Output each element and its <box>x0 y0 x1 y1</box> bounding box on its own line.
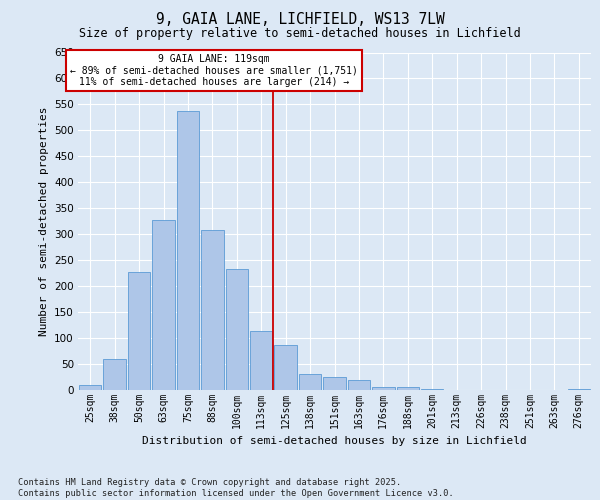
Bar <box>568 389 590 390</box>
X-axis label: Distribution of semi-detached houses by size in Lichfield: Distribution of semi-detached houses by … <box>142 436 527 446</box>
Bar <box>79 386 101 390</box>
Text: 9 GAIA LANE: 119sqm
← 89% of semi-detached houses are smaller (1,751)
11% of sem: 9 GAIA LANE: 119sqm ← 89% of semi-detach… <box>70 54 358 88</box>
Bar <box>323 376 346 390</box>
Bar <box>347 380 370 390</box>
Bar <box>421 389 443 390</box>
Bar <box>397 388 419 390</box>
Text: 9, GAIA LANE, LICHFIELD, WS13 7LW: 9, GAIA LANE, LICHFIELD, WS13 7LW <box>155 12 445 28</box>
Text: Size of property relative to semi-detached houses in Lichfield: Size of property relative to semi-detach… <box>79 28 521 40</box>
Y-axis label: Number of semi-detached properties: Number of semi-detached properties <box>38 106 49 336</box>
Bar <box>176 111 199 390</box>
Text: Contains HM Land Registry data © Crown copyright and database right 2025.
Contai: Contains HM Land Registry data © Crown c… <box>18 478 454 498</box>
Bar <box>226 269 248 390</box>
Bar <box>152 220 175 390</box>
Bar <box>128 272 151 390</box>
Bar <box>299 374 322 390</box>
Bar <box>372 388 395 390</box>
Bar <box>274 346 297 390</box>
Bar <box>201 230 224 390</box>
Bar <box>250 332 272 390</box>
Bar <box>103 360 126 390</box>
